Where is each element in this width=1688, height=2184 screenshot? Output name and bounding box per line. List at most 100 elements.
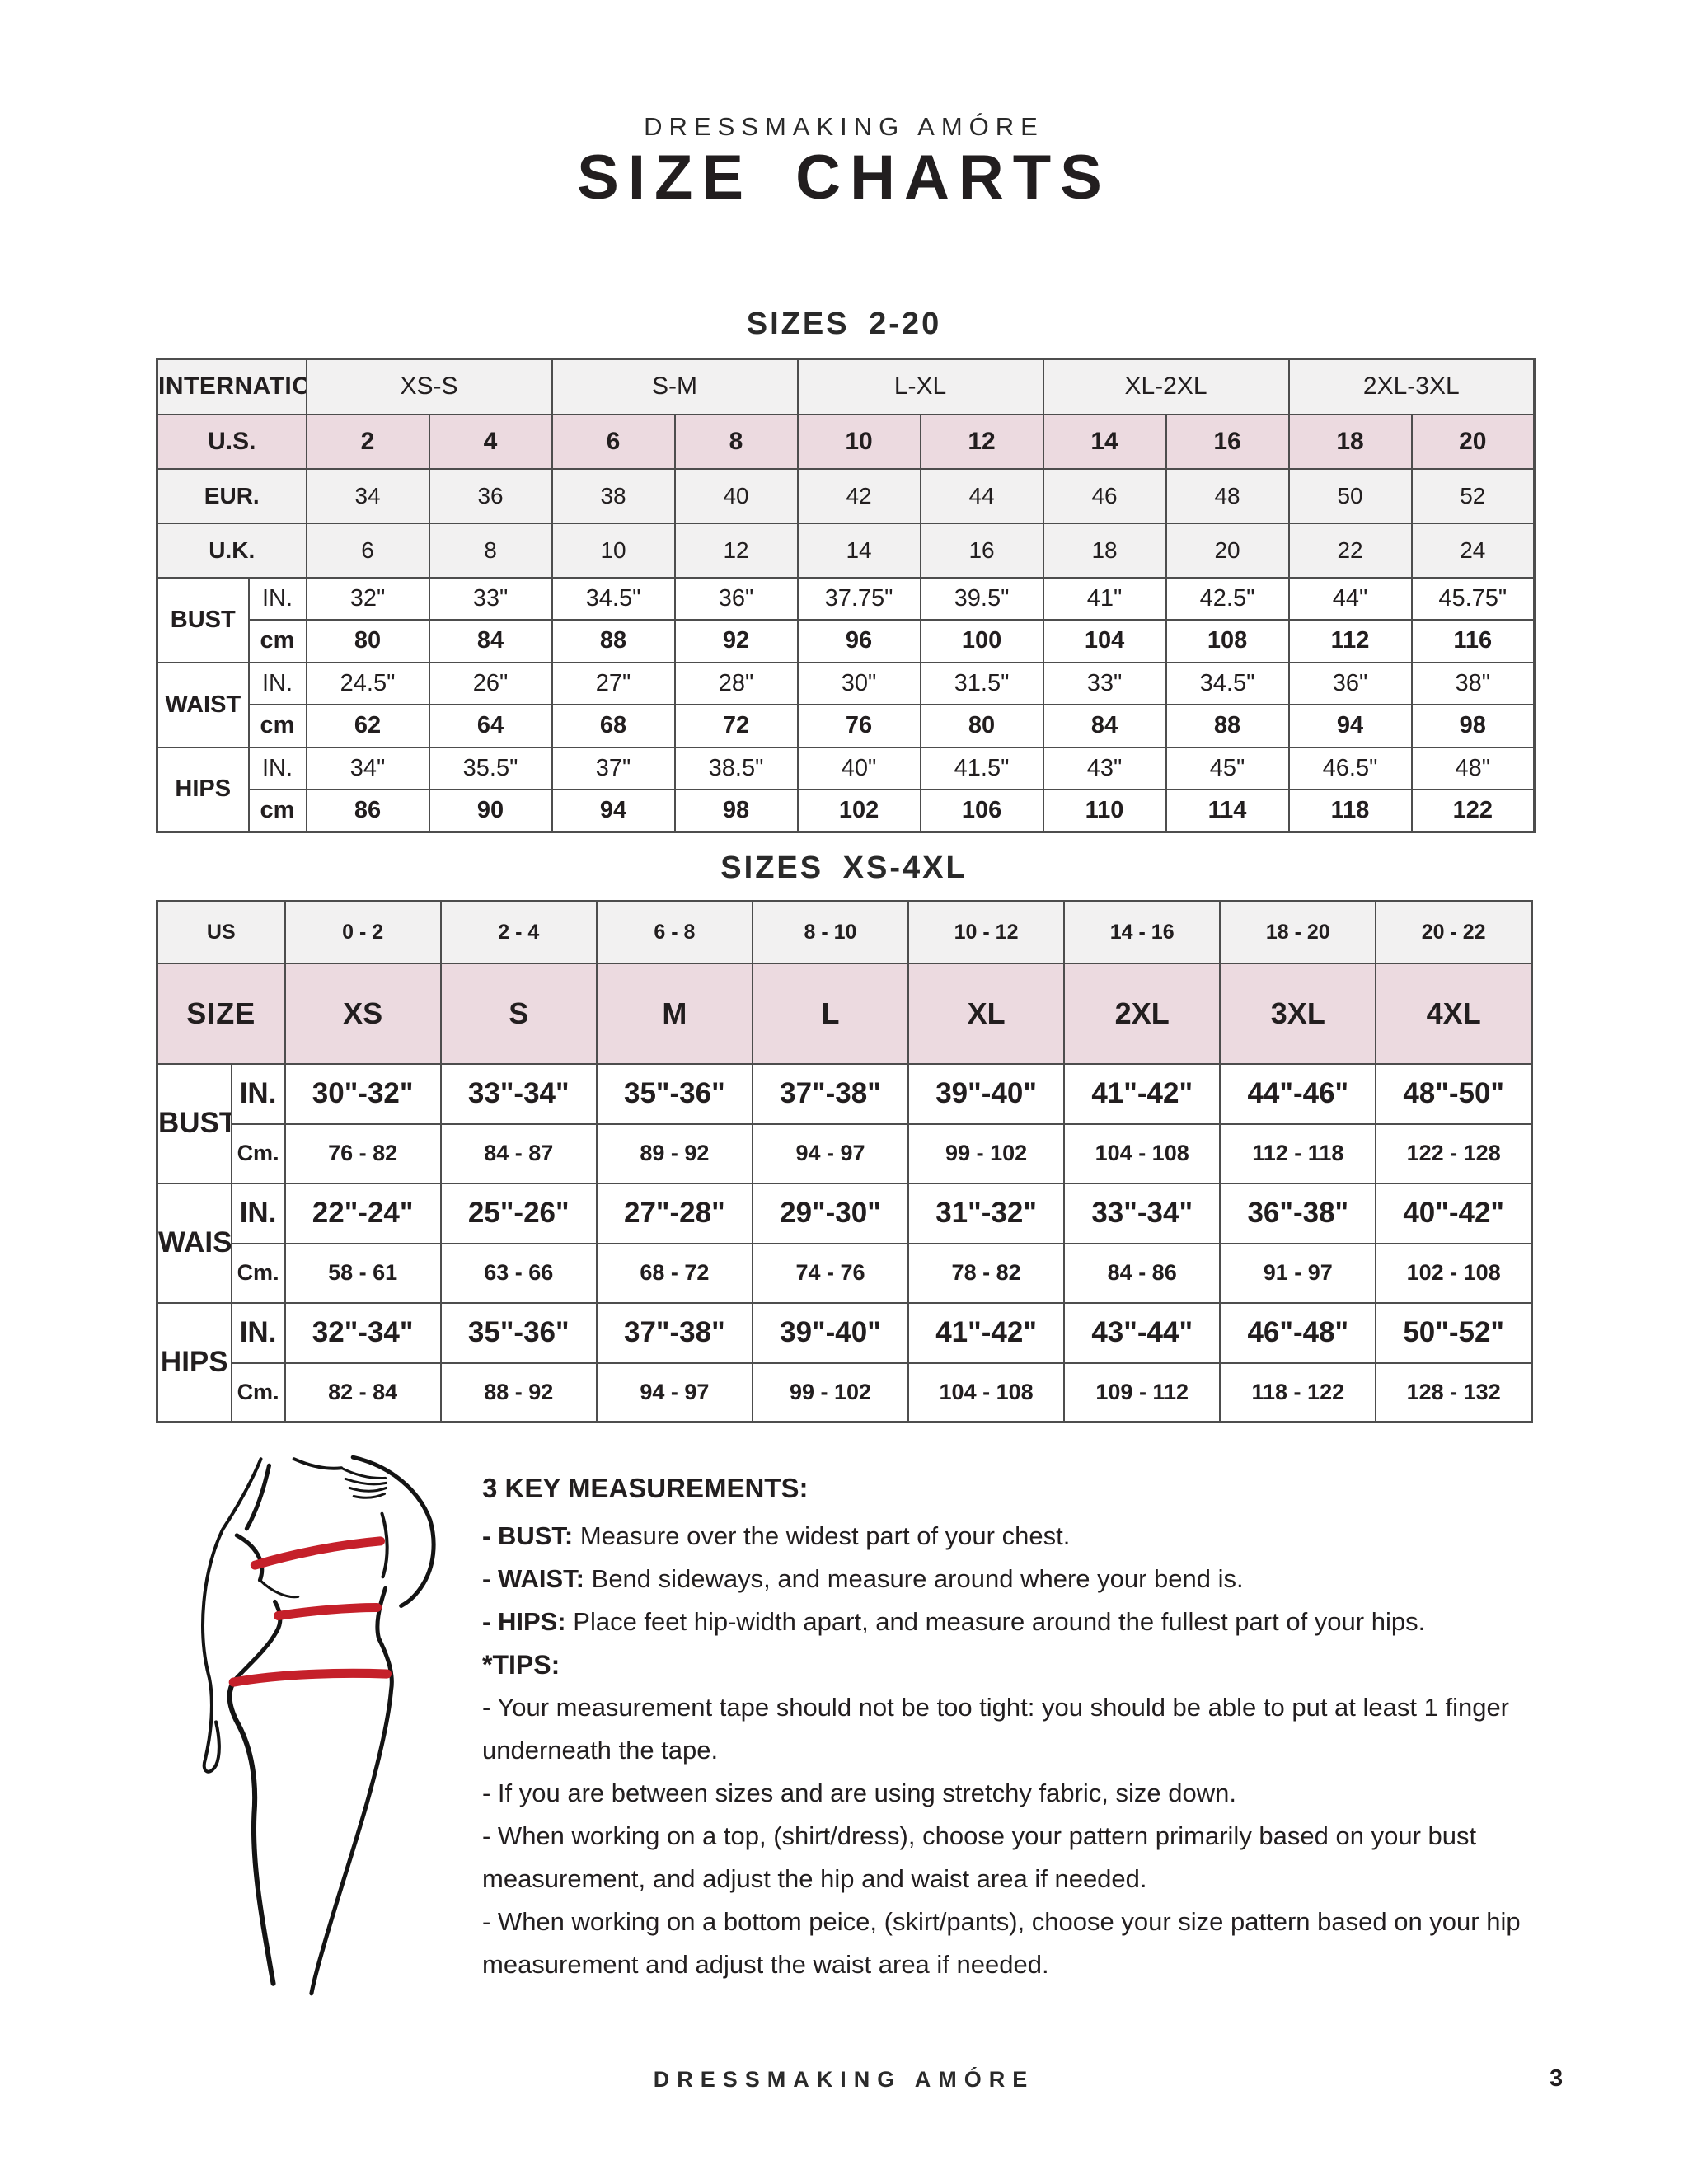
cell: 114: [1165, 788, 1290, 833]
cell: 45": [1165, 746, 1290, 790]
page-title: SIZE CHARTS: [577, 143, 1111, 213]
row-label-eur: EUR.: [156, 467, 307, 524]
cell: 38.5": [673, 746, 799, 790]
cell: 18: [1042, 522, 1167, 579]
row-label-international: INTERNATIONAL: [156, 358, 307, 415]
cell: 112: [1287, 618, 1413, 663]
cell: 50"-52": [1375, 1301, 1533, 1364]
cell: 94 - 97: [751, 1122, 910, 1184]
cell: 37"-38": [751, 1062, 910, 1125]
cell: 3XL: [1219, 962, 1377, 1065]
cell: 90: [428, 788, 553, 833]
cell: 2XL-3XL: [1287, 358, 1536, 415]
cell: 50: [1287, 467, 1413, 524]
cell: 16: [1165, 413, 1290, 470]
cell: 118 - 122: [1219, 1361, 1377, 1423]
cell: 20: [1165, 522, 1290, 579]
cell: S: [439, 962, 598, 1065]
note-text: Bend sideways, and measure around where …: [591, 1564, 1244, 1593]
row-label-waist: WAIST: [156, 661, 250, 748]
note-hips: - HIPS: Place feet hip-width apart, and …: [482, 1601, 1554, 1643]
cell: 48": [1410, 746, 1536, 790]
cell: 82 - 84: [284, 1361, 442, 1423]
row-bust-cm: Cm. 76 - 82 84 - 87 89 - 92 94 - 97 99 -…: [157, 1122, 1533, 1184]
row-label-us: US: [156, 900, 286, 964]
cell: 92: [673, 618, 799, 663]
cell: 46: [1042, 467, 1167, 524]
unit-label-in: IN.: [247, 746, 307, 790]
cell: 14: [796, 522, 921, 579]
row-label-hips: HIPS: [156, 746, 250, 833]
bullet-dash: -: [482, 1607, 491, 1636]
cell: 29"-30": [751, 1182, 910, 1244]
brand-line: DRESSMAKING AMÓRE: [644, 112, 1044, 141]
cell: 40"-42": [1375, 1182, 1533, 1244]
cell: 68: [551, 703, 676, 748]
note-label: WAIST:: [497, 1564, 585, 1593]
cell: 28": [673, 661, 799, 705]
bullet-dash: -: [482, 1564, 491, 1593]
cell: 44: [919, 467, 1044, 524]
cell: L: [751, 962, 910, 1065]
row-us: U.S. 2 4 6 8 10 12 14 16 18 20: [156, 413, 1536, 470]
tips-heading: *TIPS:: [482, 1650, 560, 1680]
tips-list: - Your measurement tape should not be to…: [482, 1686, 1554, 1986]
cell: 34": [305, 746, 430, 790]
cell: 4: [428, 413, 553, 470]
cell: 6: [305, 522, 430, 579]
unit-label-in: IN.: [247, 661, 307, 705]
torso-line-art: [201, 1455, 436, 1996]
cell: 102 - 108: [1375, 1242, 1533, 1304]
cell: 18: [1287, 413, 1413, 470]
cell: 40": [796, 746, 921, 790]
cell: 128 - 132: [1375, 1361, 1533, 1423]
cell: 48"-50": [1375, 1062, 1533, 1125]
cell: 86: [305, 788, 430, 833]
cell: 36": [1287, 661, 1413, 705]
cell: 34: [305, 467, 430, 524]
cell: 104: [1042, 618, 1167, 663]
note-waist: - WAIST: Bend sideways, and measure arou…: [482, 1558, 1554, 1601]
cell: 80: [919, 703, 1044, 748]
size-table-xs-4xl: US 0 - 2 2 - 4 6 - 8 8 - 10 10 - 12 14 -…: [156, 900, 1533, 1423]
row-label-uk: U.K.: [156, 522, 307, 579]
cell: 76 - 82: [284, 1122, 442, 1184]
cell: 84: [428, 618, 553, 663]
row-hips-cm: Cm. 82 - 84 88 - 92 94 - 97 99 - 102 104…: [157, 1361, 1533, 1423]
footer-brand: DRESSMAKING AMÓRE: [653, 2067, 1035, 2092]
cell: 20 - 22: [1375, 900, 1533, 964]
tip-item: - If you are between sizes and are using…: [482, 1779, 1236, 1807]
cell: 32"-34": [284, 1301, 442, 1364]
cell: M: [595, 962, 753, 1065]
cell: 52: [1410, 467, 1536, 524]
cell: 30"-32": [284, 1062, 442, 1125]
cell: 22"-24": [284, 1182, 442, 1244]
note-bust: - BUST: Measure over the widest part of …: [482, 1515, 1554, 1558]
cell: 34.5": [551, 576, 676, 621]
cell: 64: [428, 703, 553, 748]
cell: 37": [551, 746, 676, 790]
cell: 22: [1287, 522, 1413, 579]
row-waist-cm: Cm. 58 - 61 63 - 66 68 - 72 74 - 76 78 -…: [157, 1242, 1533, 1304]
hips-band: [228, 1668, 392, 1687]
row-bust-in: BUST IN. 32" 33" 34.5" 36" 37.75" 39.5" …: [156, 576, 1536, 663]
cell: XL-2XL: [1042, 358, 1290, 415]
cell: 76: [796, 703, 921, 748]
cell: 37.75": [796, 576, 921, 621]
table2-title: SIZES XS-4XL: [720, 851, 968, 885]
note-text: Measure over the widest part of your che…: [579, 1521, 1071, 1550]
cell: 33": [1042, 661, 1167, 705]
row-hips-in: HIPS IN. 32"-34" 35"-36" 37"-38" 39"-40"…: [156, 1301, 1533, 1423]
row-label-bust: BUST: [156, 1062, 232, 1184]
tip-item: - When working on a bottom peice, (skirt…: [482, 1907, 1521, 1979]
cell: 41"-42": [1063, 1062, 1221, 1125]
row-international: INTERNATIONAL XS-S S-M L-XL XL-2XL 2XL-3…: [156, 358, 1536, 415]
cell: 36": [673, 576, 799, 621]
unit-label-in: IN.: [230, 1182, 286, 1244]
cell: 26": [428, 661, 553, 705]
cell: 41": [1042, 576, 1167, 621]
row-label-us: U.S.: [156, 413, 307, 470]
row-label-bust: BUST: [156, 576, 250, 663]
cell: 45.75": [1410, 576, 1536, 621]
cell: 39"-40": [907, 1062, 1066, 1125]
